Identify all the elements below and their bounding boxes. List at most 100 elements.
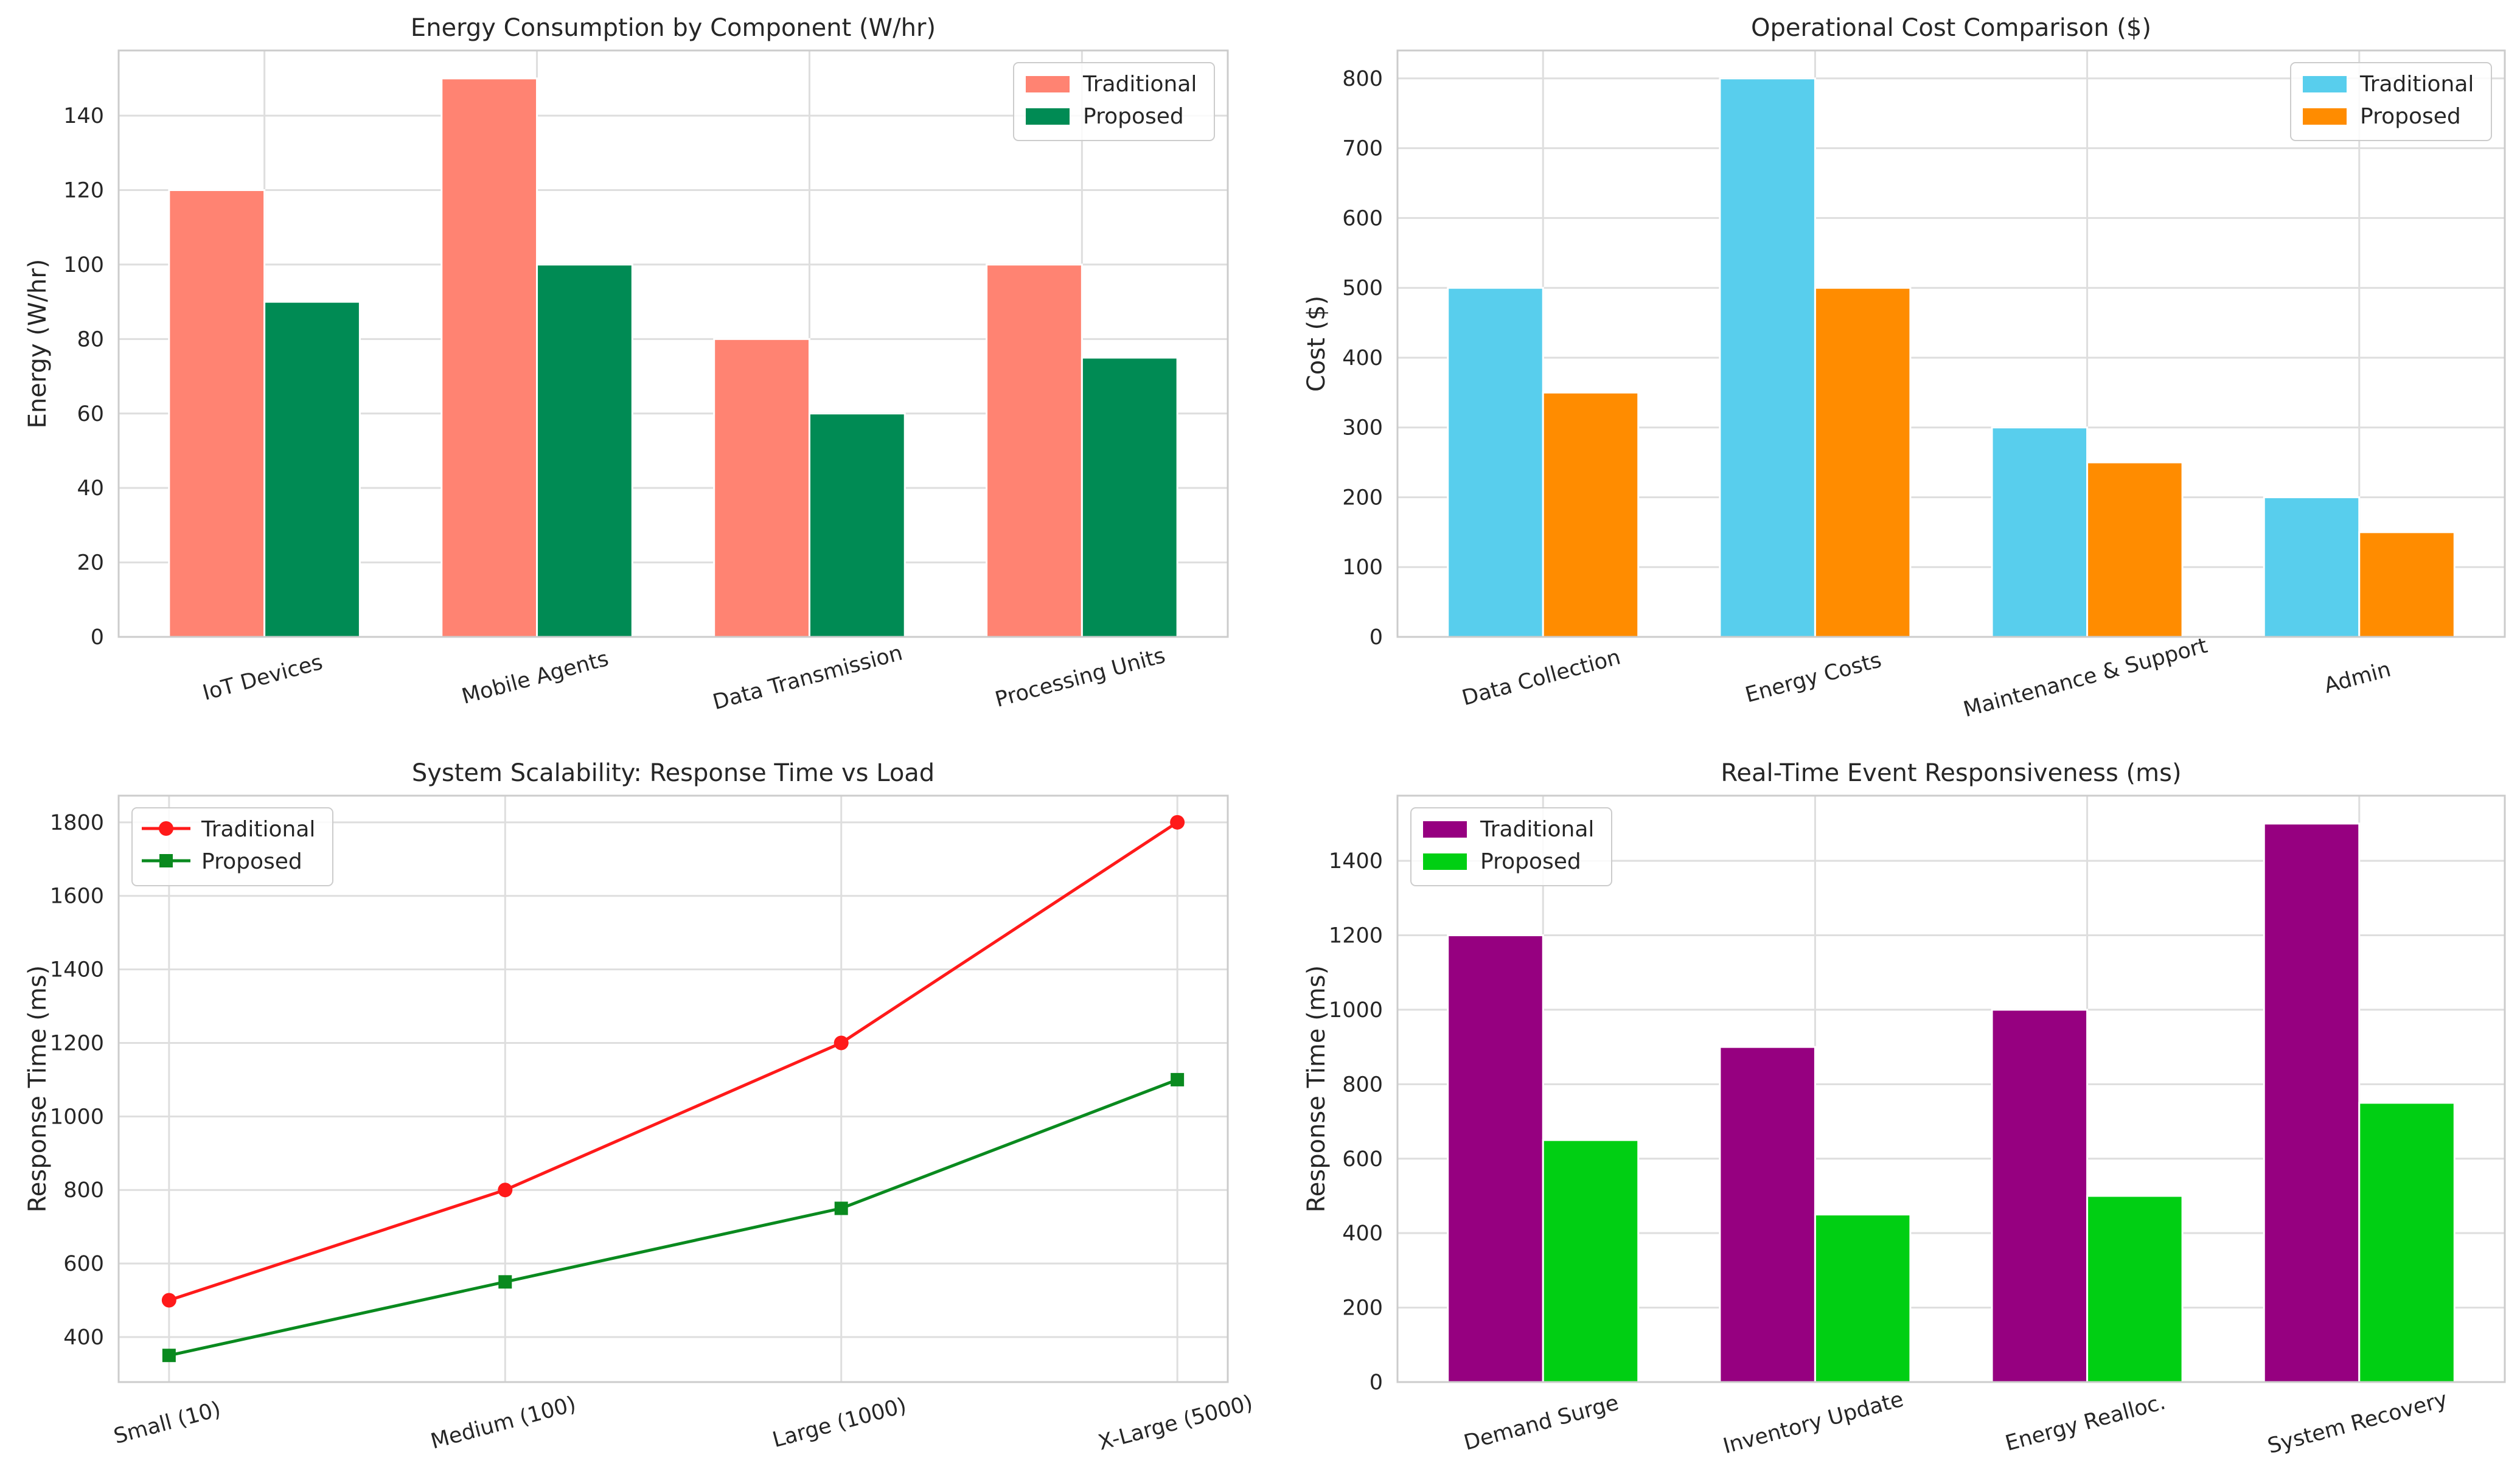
bar-traditional-mobile-agents [440,77,538,638]
y-tick-label: 20 [77,551,104,575]
bar-proposed-maintenance-support [2086,461,2184,638]
legend-marker [159,854,173,867]
bar-traditional-admin [2263,496,2361,638]
x-tick-label: Energy Realloc. [2003,1390,2168,1456]
y-tick-label: 40 [77,476,104,501]
legend-swatch-traditional [1423,821,1467,838]
bar-proposed-iot-devices [263,301,361,638]
y-tick-label: 140 [63,104,104,128]
x-tick-label: Processing Units [992,644,1168,712]
y-tick-label: 200 [1342,1296,1383,1321]
y-tick-label: 600 [1342,206,1383,231]
chart-title: System Scalability: Response Time vs Loa… [412,759,935,787]
x-tick-label: Data Collection [1460,645,1623,710]
bar-traditional-system-recovery [2263,822,2361,1383]
point-traditional-medium-100 [498,1183,513,1198]
y-tick-label: 200 [1342,485,1383,510]
legend-label-proposed: Proposed [1083,104,1184,129]
chart-4: 0 200 400 600 800 1000 1200 1400 Demand Surge Inv… [1303,759,2506,1459]
bar-traditional-data-transmission [713,338,810,638]
y-axis-label: Response Time (ms) [24,965,52,1212]
y-tick-label: 1400 [1329,849,1383,874]
axes-frame [1396,794,2506,1383]
x-tick-label: Mobile Agents [459,647,611,709]
legend-label-proposed: Proposed [201,849,302,874]
bar-proposed-processing-units [1081,356,1178,638]
y-tick-label: 0 [1370,1371,1383,1395]
bar-traditional-energy-realloc [1991,1009,2089,1383]
point-proposed-medium-100 [498,1275,512,1289]
legend-swatch-proposed [2303,108,2347,125]
y-tick-label: 0 [91,625,104,650]
x-tick-label: Inventory Update [1721,1388,1906,1459]
legend-marker [159,821,173,836]
legend: Traditional Proposed [1013,62,1215,141]
y-axis-label: Cost ($) [1303,296,1331,392]
axes-frame [117,49,1229,638]
point-traditional-large-1000 [834,1035,849,1051]
legend-swatch-traditional [1026,76,1070,92]
axes-frame [1396,49,2506,638]
legend: Traditional Proposed [1410,807,1612,886]
legend: Traditional Proposed [2290,62,2492,141]
x-tick-label: Small (10) [111,1397,223,1449]
x-tick-label: X-Large (5000) [1096,1391,1255,1455]
legend-swatch-proposed [1423,853,1467,870]
bar-proposed-data-collection [1542,391,1640,638]
x-tick-label: Maintenance & Support [1961,634,2210,723]
bar-proposed-data-transmission [808,412,906,638]
y-tick-label: 80 [77,327,104,352]
bar-traditional-demand-surge [1447,934,1544,1383]
bar-proposed-inventory-update [1814,1214,1912,1383]
bar-traditional-energy-costs [1719,77,1816,638]
legend-label-proposed: Proposed [1480,849,1581,874]
line-traditional [169,821,1178,1302]
y-axis-label: Response Time (ms) [1303,965,1331,1212]
bar-proposed-demand-surge [1542,1139,1640,1383]
legend: Traditional Proposed [131,807,333,886]
y-tick-label: 60 [77,402,104,426]
x-tick-label: Medium (100) [428,1392,579,1454]
y-tick-label: 800 [1342,1072,1383,1097]
y-tick-label: 1800 [50,811,104,835]
x-tick-label: Data Transmission [710,641,905,715]
x-tick-label: IoT Devices [200,650,325,706]
y-tick-label: 500 [1342,276,1383,301]
y-tick-label: 1600 [50,884,104,909]
y-tick-label: 800 [1342,67,1383,91]
bar-traditional-iot-devices [168,189,266,638]
chart-title: Operational Cost Comparison ($) [1751,14,2151,42]
point-proposed-x-large-5000 [1171,1072,1185,1086]
y-tick-label: 700 [1342,137,1383,161]
plot-area [119,796,1228,1382]
y-axis-label: Energy (W/hr) [24,259,52,429]
legend-swatch-proposed [1026,108,1070,125]
y-tick-label: 1000 [50,1105,104,1129]
point-proposed-small-10 [162,1349,176,1363]
bar-proposed-system-recovery [2358,1102,2456,1383]
chart-2: 0 100 200 300 400 500 600 700 800 Data Collection… [1303,14,2506,723]
y-tick-label: 100 [63,253,104,277]
point-proposed-large-1000 [834,1201,848,1215]
y-tick-label: 0 [1370,625,1383,650]
line-proposed [169,1078,1178,1357]
axes-frame [117,794,1229,1383]
x-tick-label: Large (1000) [770,1394,910,1453]
bar-proposed-energy-realloc [2086,1195,2184,1383]
bar-traditional-processing-units [986,263,1083,638]
y-tick-label: 600 [63,1252,104,1276]
bar-traditional-data-collection [1447,287,1544,638]
legend-swatch-traditional [2303,76,2347,92]
legend-label-traditional: Traditional [1480,817,1594,842]
point-traditional-small-10 [161,1293,176,1308]
y-tick-label: 600 [1342,1147,1383,1172]
point-traditional-x-large-5000 [1170,815,1185,830]
x-tick-label: Demand Surge [1461,1391,1621,1455]
legend-label-proposed: Proposed [2360,104,2461,129]
y-tick-label: 300 [1342,416,1383,440]
chart-3: 400 600 800 1000 1200 1400 1600 1800 Small (10) M… [24,759,1255,1455]
x-tick-label: Energy Costs [1742,648,1884,707]
y-tick-label: 1200 [50,1031,104,1055]
legend-label-traditional: Traditional [201,817,315,842]
